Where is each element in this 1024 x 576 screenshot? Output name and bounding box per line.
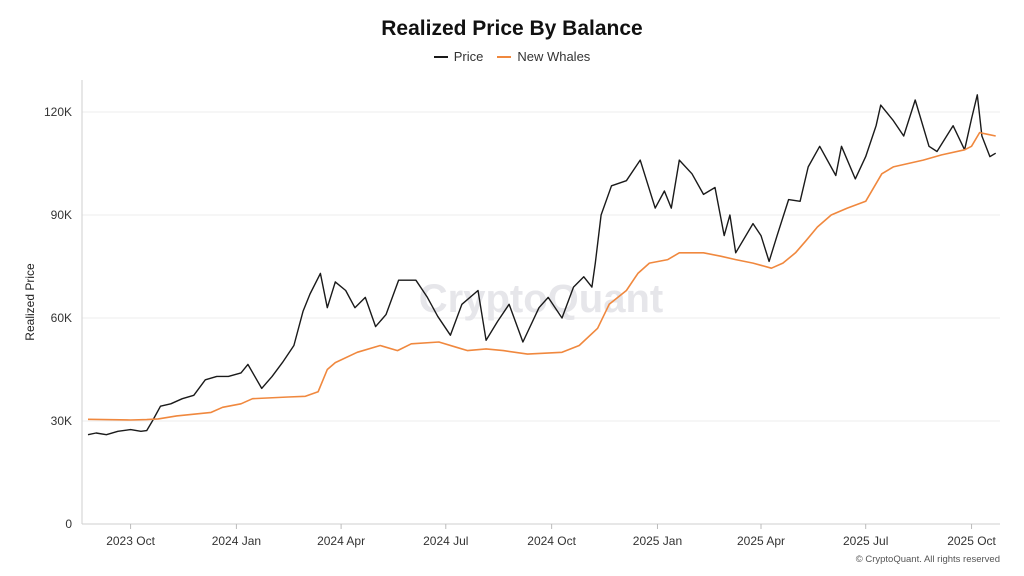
legend-item-new-whales[interactable]: New Whales [497, 49, 590, 64]
x-tick-label: 2025 Oct [947, 534, 996, 548]
series-line-new-whales [87, 131, 996, 421]
series-line-price [87, 94, 997, 436]
legend-swatch-price [433, 55, 448, 58]
x-tick-label: 2025 Jan [633, 534, 682, 548]
x-tick-label: 2024 Jan [212, 534, 261, 548]
y-tick-label: 90K [51, 208, 72, 222]
legend-label-new-whales: New Whales [517, 49, 591, 64]
legend-item-price[interactable]: Price [433, 49, 484, 64]
x-tick-label: 2023 Oct [106, 534, 155, 548]
y-tick-label: 30K [51, 414, 72, 428]
x-tick-label: 2025 Apr [737, 534, 785, 548]
watermark: CryptoQuant [419, 277, 663, 321]
x-tick-label: 2025 Jul [843, 534, 888, 548]
series-lines [87, 94, 997, 436]
legend-label-price: Price [453, 49, 484, 64]
x-tick-label: 2024 Oct [527, 534, 576, 548]
y-axis-ticks: 0 30K 60K 90K 120K [44, 105, 72, 531]
x-tick-label: 2024 Apr [317, 534, 365, 548]
legend: Price New Whales [0, 49, 1024, 64]
chart-title: Realized Price By Balance [381, 17, 643, 40]
y-tick-label: 60K [51, 311, 72, 325]
copyright-notice: © CryptoQuant. All rights reserved [855, 554, 1000, 565]
y-tick-label: 0 [65, 517, 72, 531]
grid-lines [82, 111, 1000, 422]
y-axis-label: Realized Price [23, 263, 37, 341]
x-tick-label: 2024 Jul [423, 534, 468, 548]
legend-swatch-new-whales [497, 55, 512, 58]
x-axis-ticks: 2023 Oct 2024 Jan 2024 Apr 2024 Jul 2024 Oct… [106, 524, 997, 548]
y-tick-label: 120K [44, 105, 72, 119]
